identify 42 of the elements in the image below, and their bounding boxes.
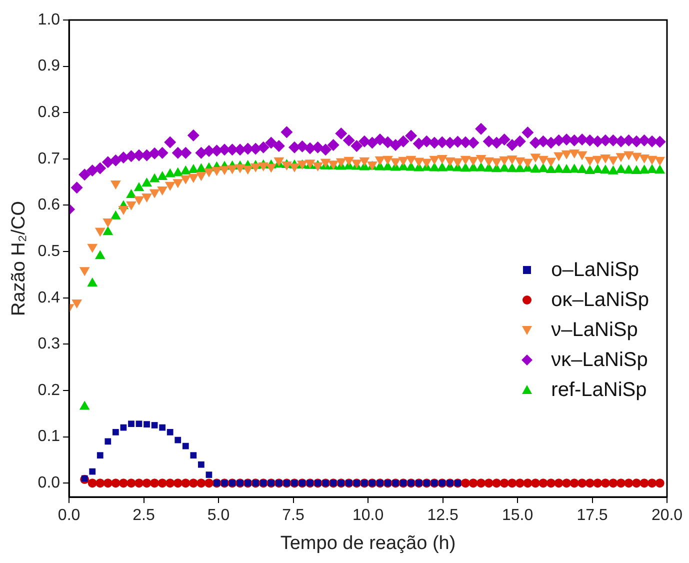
point: [206, 472, 212, 478]
y-tick-label: 0.3: [38, 336, 60, 353]
y-tick-label: 0.9: [38, 58, 60, 75]
x-tick-label: 12.5: [427, 507, 458, 524]
y-axis-title: Razão H₂/CO: [8, 200, 30, 316]
x-tick-label: 10.0: [352, 507, 384, 524]
y-tick-label: 0.7: [38, 150, 60, 168]
y-tick-label: 0.5: [38, 242, 60, 260]
x-axis-title: Tempo de reação (h): [280, 532, 456, 554]
point: [128, 420, 134, 428]
legend-label: οκ–LaNiSp: [551, 288, 649, 313]
y-tick-label: 0.6: [38, 196, 60, 214]
y-tick-label: 0.2: [38, 382, 60, 399]
point: [112, 428, 119, 436]
x-tick-label: 2.5: [132, 507, 156, 524]
point: [198, 461, 204, 468]
legend-label: νκ–LaNiSp: [551, 348, 648, 373]
x-tick-label: 0.0: [58, 507, 80, 524]
point: [144, 421, 150, 428]
point: [174, 436, 182, 444]
point: [89, 468, 96, 475]
y-tick-label: 0.1: [38, 428, 60, 446]
legend-label: ο–LaNiSp: [551, 258, 639, 283]
point: [182, 442, 189, 450]
y-tick-label: 0.8: [38, 104, 60, 122]
x-tick-label: 17.5: [576, 507, 608, 524]
y-tick-label: 1.0: [38, 11, 60, 28]
point: [104, 438, 112, 445]
legend-label: ref-LaNiSp: [551, 378, 647, 403]
point: [159, 424, 166, 431]
point: [136, 420, 142, 428]
x-tick-label: 15.0: [502, 507, 534, 524]
point: [96, 452, 104, 459]
point: [166, 428, 174, 436]
x-tick-label: 5.0: [207, 507, 230, 524]
y-tick-label: 0.4: [38, 289, 60, 306]
legend-label: ν–LaNiSp: [551, 318, 638, 343]
x-tick-label: 7.5: [282, 507, 304, 524]
x-tick-label: 20.0: [651, 507, 683, 524]
y-tick-label: 0.0: [38, 474, 60, 492]
point: [190, 452, 197, 459]
point: [151, 422, 158, 428]
